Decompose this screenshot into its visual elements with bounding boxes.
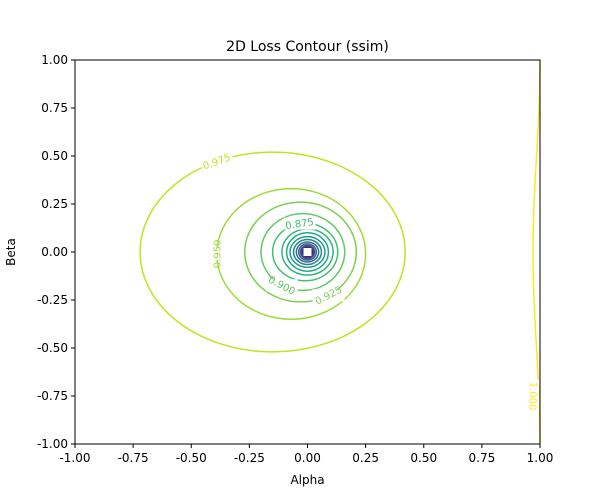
x-tick-label: 1.00 [527, 451, 554, 465]
y-tick-label: -0.75 [37, 389, 68, 403]
contour-level-0-975 [139, 151, 406, 353]
contour-level-0-7 [299, 244, 316, 260]
y-axis-ticks: -1.00 -0.75 -0.50 -0.25 0.00 0.25 0.50 0.75 1.00 [37, 53, 75, 451]
x-tick-label: -0.75 [118, 451, 149, 465]
y-tick-label: -1.00 [37, 437, 68, 451]
x-tick-label: 0.75 [469, 451, 496, 465]
x-tick-label: 0.25 [352, 451, 379, 465]
contour-label-1-000: 1.000 [526, 381, 538, 410]
y-tick-label: -0.50 [37, 341, 68, 355]
y-tick-label: 1.00 [41, 53, 68, 67]
chart-title: 2D Loss Contour (ssim) [226, 39, 389, 55]
y-axis-label: Beta [4, 238, 18, 266]
contour-level-0-8 [289, 235, 326, 269]
contour-level-0-725 [297, 243, 318, 261]
contour-level-0-675 [301, 246, 314, 258]
y-tick-label: 0.75 [41, 101, 68, 115]
x-tick-label: 0.50 [410, 451, 437, 465]
contour-level-0-925 [243, 201, 358, 303]
contour-lines [139, 60, 541, 444]
contour-level-0-65 [302, 247, 313, 257]
minimum-marker [303, 248, 312, 256]
x-tick-label: 0.00 [294, 451, 321, 465]
contour-label-0-875: 0.875 [285, 217, 315, 232]
x-tick-label: -0.50 [176, 451, 207, 465]
y-tick-label: 0.00 [41, 245, 68, 259]
x-axis-label: Alpha [290, 473, 324, 487]
contour-level-0-775 [292, 238, 323, 266]
contour-label-0-975: 0.975 [202, 153, 233, 173]
x-axis-ticks: -1.00 -0.75 -0.50 -0.25 0.00 0.25 0.50 0.75 1.00 [59, 444, 553, 465]
y-tick-label: -0.25 [37, 293, 68, 307]
contour-level-0-75 [295, 241, 320, 263]
x-tick-label: -0.25 [234, 451, 265, 465]
contour-level-0-825 [285, 232, 330, 272]
x-tick-label: -1.00 [59, 451, 90, 465]
y-tick-label: 0.50 [41, 149, 68, 163]
y-tick-label: 0.25 [41, 197, 68, 211]
contour-label-0-950: 0.950 [212, 240, 223, 269]
contour-level-0-9 [260, 212, 346, 292]
